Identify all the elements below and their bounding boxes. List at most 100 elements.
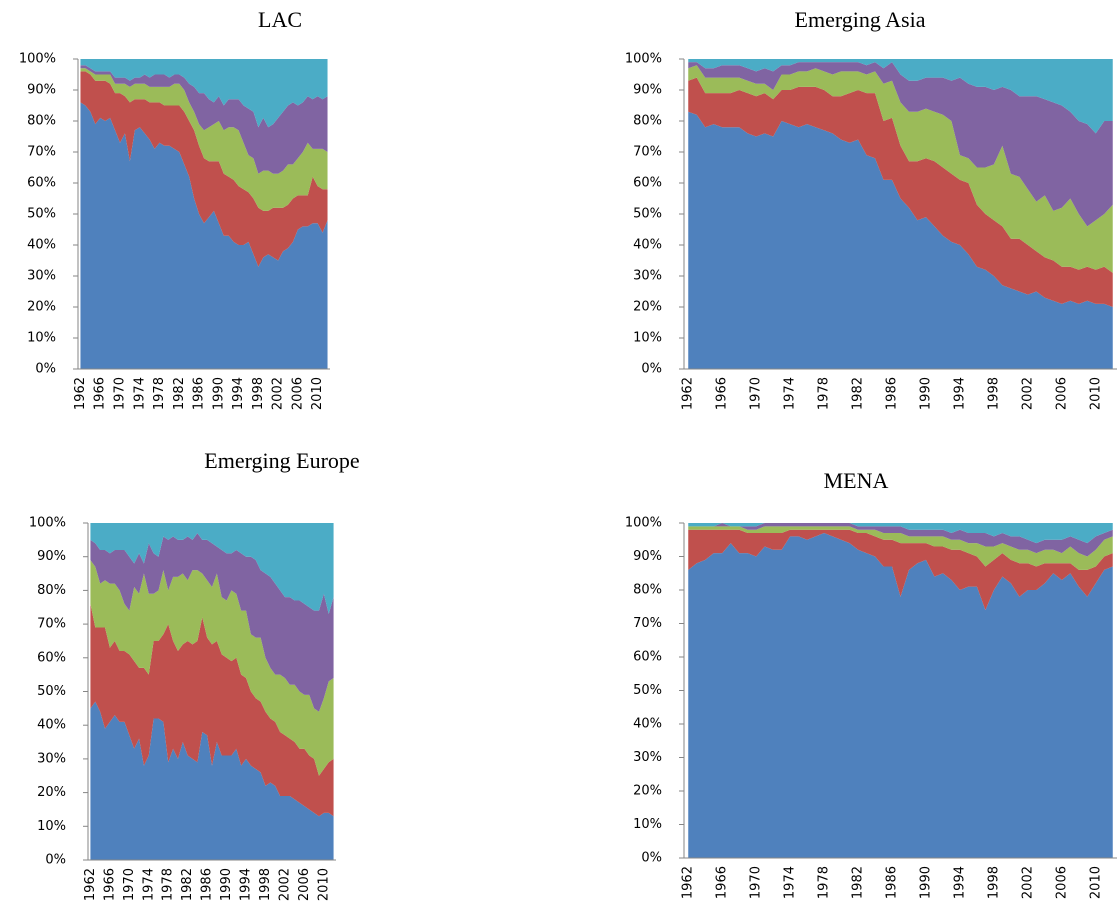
y-tick-label: 80% — [633, 583, 662, 598]
x-tick-label: 2002 — [271, 377, 286, 410]
x-tick-label: 1978 — [161, 868, 176, 901]
y-tick-label: 70% — [633, 616, 662, 631]
x-tick-label: 1970 — [749, 377, 764, 410]
plot: 0% 10% 20% 30% 40% 50% 60% 70% 80% 90% 100% 1962 196… — [625, 516, 1117, 899]
x-tick-label: 1994 — [231, 377, 246, 410]
y-tick-label: 0% — [641, 362, 662, 377]
stacked-area — [688, 62, 1113, 227]
stacked-area — [688, 529, 1113, 611]
x-tick-label: 1986 — [192, 377, 207, 410]
y-tick-label: 0% — [45, 853, 66, 868]
x-tick-label: 1982 — [172, 377, 187, 410]
x-tick-label: 2010 — [316, 868, 331, 901]
y-tick-label: 40% — [27, 238, 56, 253]
y-tick-label: 90% — [633, 549, 662, 564]
y-tick-label: 20% — [27, 300, 56, 315]
y-tick-label: 30% — [27, 269, 56, 284]
x-tick-label: 1962 — [83, 868, 98, 901]
x-tick-label: 1982 — [851, 866, 866, 899]
x-tick-label: 2002 — [1020, 377, 1035, 410]
x-tick-label: 1990 — [918, 866, 933, 899]
x-tick-label: 2010 — [310, 377, 325, 410]
x-tick-label: 1962 — [681, 377, 696, 410]
x-tick-label: 1994 — [952, 866, 967, 899]
x-tick-label: 1986 — [885, 866, 900, 899]
x-tick-label: 1974 — [141, 868, 156, 901]
plot: 0% 10% 20% 30% 40% 50% 60% 70% 80% 90% 100% 1962 196… — [625, 52, 1117, 410]
y-tick-label: 70% — [27, 145, 56, 160]
x-tick-label: 1970 — [113, 377, 128, 410]
x-tick-label: 2006 — [1054, 866, 1069, 899]
x-tick-label: 1970 — [749, 866, 764, 899]
x-tick-label: 1998 — [986, 377, 1001, 410]
x-tick-label: 1986 — [200, 868, 215, 901]
x-tick-label: 1974 — [132, 377, 147, 410]
y-tick-label: 40% — [633, 238, 662, 253]
y-tick-label: 50% — [37, 684, 66, 699]
y-tick-label: 70% — [37, 617, 66, 632]
stacked-area — [90, 523, 334, 614]
x-tick-label: 1966 — [715, 866, 730, 899]
x-tick-label: 1978 — [817, 377, 832, 410]
y-tick-label: 100% — [29, 516, 66, 531]
x-tick-label: 1990 — [219, 868, 234, 901]
plot: 0% 10% 20% 30% 40% 50% 60% 70% 80% 90% 100% 1962 196… — [19, 52, 330, 410]
x-tick-label: 1994 — [239, 868, 254, 901]
x-tick-label: 1990 — [211, 377, 226, 410]
x-tick-label: 2006 — [290, 377, 305, 410]
y-tick-label: 60% — [633, 650, 662, 665]
y-tick-label: 10% — [633, 331, 662, 346]
stacked-area — [688, 526, 1113, 570]
y-tick-label: 40% — [37, 718, 66, 733]
y-tick-label: 80% — [633, 114, 662, 129]
y-tick-label: 20% — [633, 300, 662, 315]
x-tick-label: 1982 — [851, 377, 866, 410]
stacked-area — [80, 68, 328, 211]
x-tick-label: 1974 — [783, 866, 798, 899]
x-tick-label: 2006 — [1054, 377, 1069, 410]
x-tick-label: 1986 — [885, 377, 900, 410]
x-tick-label: 2002 — [277, 868, 292, 901]
x-tick-label: 1982 — [180, 868, 195, 901]
y-tick-label: 90% — [37, 549, 66, 564]
chart-title: MENA — [824, 468, 889, 493]
y-tick-label: 60% — [633, 176, 662, 191]
y-tick-label: 50% — [633, 683, 662, 698]
y-tick-label: 50% — [633, 207, 662, 222]
y-tick-label: 70% — [633, 145, 662, 160]
x-tick-label: 1978 — [817, 866, 832, 899]
x-tick-label: 1998 — [251, 377, 266, 410]
y-tick-label: 0% — [35, 362, 56, 377]
y-tick-label: 0% — [641, 851, 662, 866]
stacked-area — [688, 77, 1113, 307]
x-tick-label: 1994 — [952, 377, 967, 410]
stacked-area — [90, 603, 334, 817]
stacked-area — [80, 102, 328, 370]
stacked-area — [688, 523, 1113, 544]
stacked-area — [688, 59, 1113, 134]
y-tick-label: 100% — [625, 52, 662, 67]
x-tick-label: 1962 — [73, 377, 88, 410]
stacked-area — [80, 65, 328, 174]
stacked-area — [688, 65, 1113, 273]
stacked-area — [688, 111, 1113, 369]
stacked-area — [688, 533, 1113, 858]
stacked-area — [80, 71, 328, 267]
y-tick-label: 40% — [633, 717, 662, 732]
stacked-area — [80, 59, 328, 128]
y-tick-label: 20% — [37, 785, 66, 800]
chart-title: Emerging Europe — [204, 448, 359, 473]
y-tick-label: 80% — [27, 114, 56, 129]
y-tick-label: 60% — [37, 650, 66, 665]
chart-title: Emerging Asia — [795, 7, 926, 32]
y-tick-label: 60% — [27, 176, 56, 191]
y-tick-label: 30% — [37, 751, 66, 766]
y-tick-label: 80% — [37, 583, 66, 598]
x-tick-label: 2010 — [1088, 866, 1103, 899]
y-tick-label: 30% — [633, 269, 662, 284]
y-tick-label: 50% — [27, 207, 56, 222]
x-tick-label: 2010 — [1088, 377, 1103, 410]
stacked-area — [90, 560, 334, 776]
